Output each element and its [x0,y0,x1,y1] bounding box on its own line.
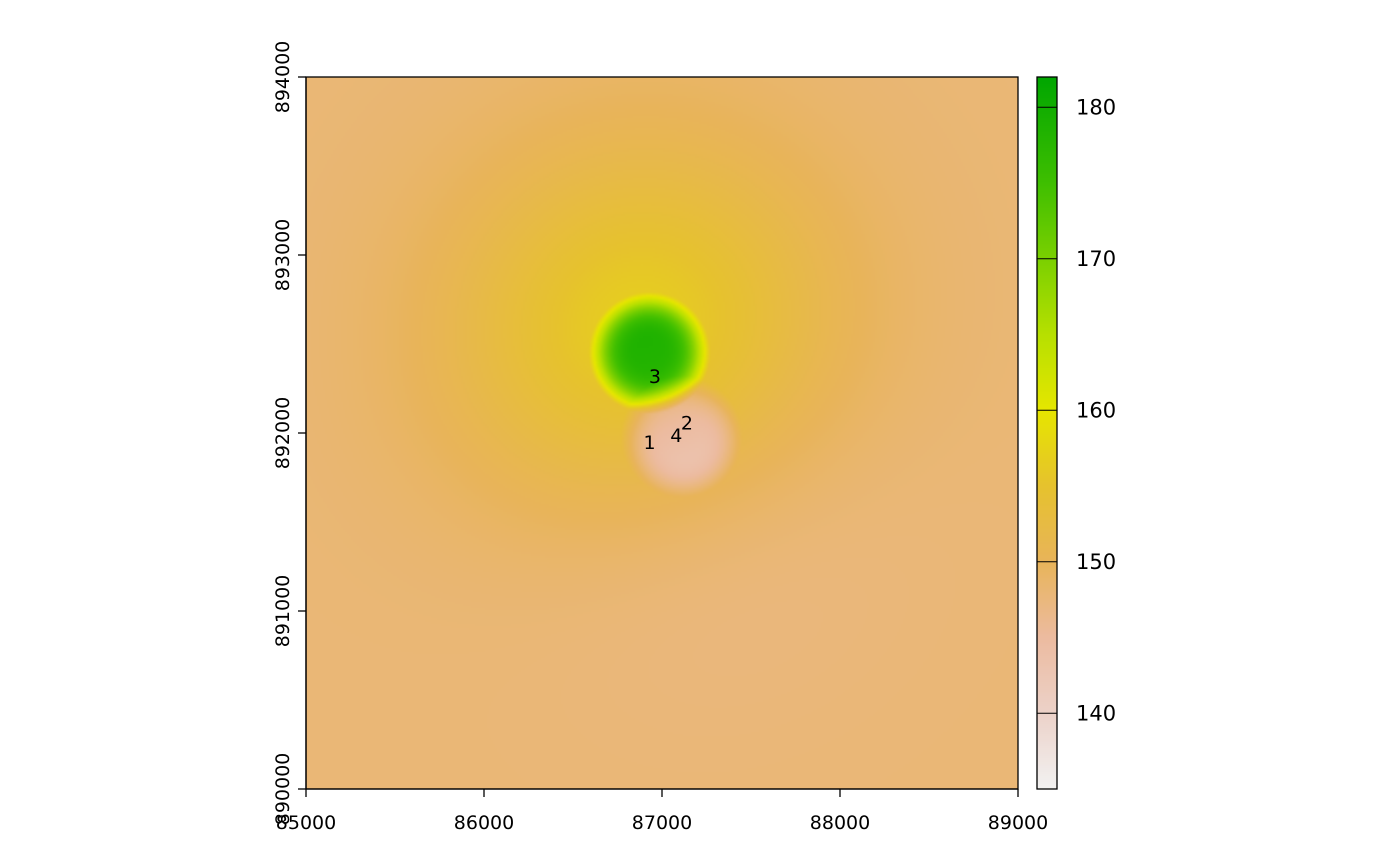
legend-tick-label: 150 [1076,550,1116,574]
x-tick-label: 89000 [988,812,1048,834]
x-tick-label: 86000 [454,812,514,834]
x-axis: 85000 86000 87000 88000 89000 [276,788,1048,834]
raster-panel [305,76,1019,790]
point-label: 4 [670,425,682,447]
y-tick-label: 892000 [272,397,294,470]
x-tick-label: 87000 [632,812,692,834]
legend-tick-label: 180 [1076,95,1116,119]
x-tick-label: 85000 [276,812,336,834]
legend-tick-label: 170 [1076,247,1116,271]
legend-axis: 140 150 160 170 180 [1037,95,1116,725]
y-tick-label: 890000 [272,753,294,826]
point-label: 3 [649,366,661,388]
point-labels: 1 2 3 4 [643,366,692,454]
y-axis: 890000 891000 892000 893000 894000 [272,41,307,826]
legend-tick-label: 140 [1076,701,1116,725]
point-label: 1 [643,432,655,454]
legend-frame [1036,76,1058,790]
legend-color-bar [1037,77,1057,789]
x-tick-label: 88000 [810,812,870,834]
point-label: 2 [681,412,693,434]
y-tick-label: 893000 [272,219,294,292]
interpolated-raster [306,77,1018,789]
color-legend: 140 150 160 170 180 [1036,76,1116,790]
y-tick-label: 894000 [272,41,294,114]
y-tick-label: 891000 [272,575,294,648]
legend-tick-label: 160 [1076,398,1116,422]
